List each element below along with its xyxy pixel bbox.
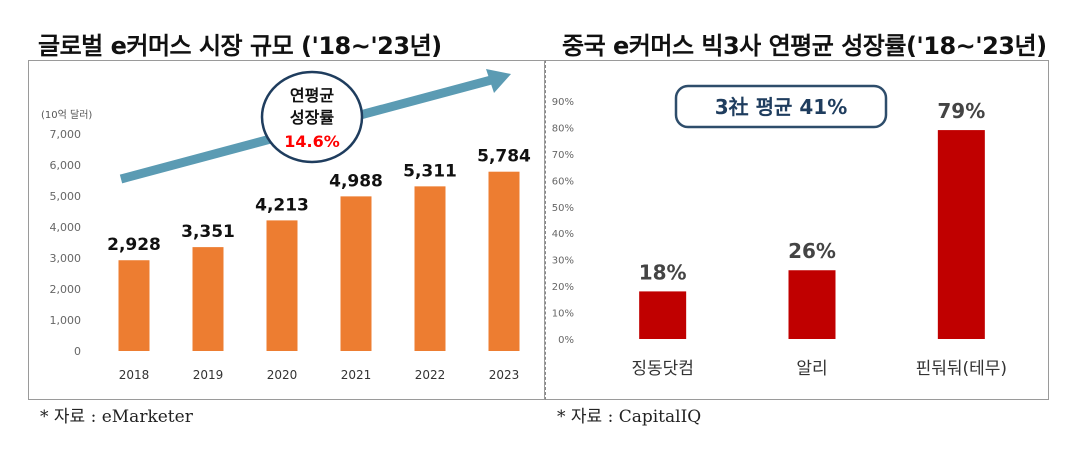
left-category-label: 2022 [415,368,446,382]
callout-line1: 연평균 [290,86,334,105]
left-bar-2022 [414,186,446,351]
left-category-label: 2019 [193,368,224,382]
left-category-label: 2021 [341,368,372,382]
right-y-tick-label: 50% [552,203,574,214]
right-data-label: 18% [639,260,687,284]
average-callout: 3社 평균 41% [674,84,888,129]
right-bars: 18% 징동닷컴 26% 알리 79% 핀둬둬(테무) [631,99,1007,379]
left-y-tick-label: 5,000 [50,190,82,203]
right-source-note: * 자료 : CapitalIQ [557,407,702,427]
right-y-tick-label: 10% [552,309,574,320]
left-source-note: * 자료 : eMarketer [40,407,193,427]
left-data-label: 2,928 [107,235,161,255]
right-bar-핀둬둬(테무) [937,130,985,339]
left-y-tick-label: 3,000 [50,252,82,265]
right-y-tick-label: 40% [552,229,574,240]
right-category-label: 알리 [796,359,827,379]
left-data-label: 4,988 [329,171,383,191]
left-bar-2021 [340,196,372,351]
left-category-label: 2023 [489,368,520,382]
left-y-tick-label: 6,000 [50,159,82,172]
left-bar-2023 [488,171,520,351]
left-y-tick-label: 7,000 [50,128,82,141]
right-y-tick-label: 60% [552,176,574,187]
right-bar-chart: 0% 10% 20% 30% 40% 50% 60% 70% 80% 90% 18% 징동닷컴 26%… [552,84,1007,379]
left-y-tick-label: 0 [74,345,81,358]
right-category-label: 징동닷컴 [631,359,694,379]
left-data-label: 5,311 [403,161,457,181]
left-data-label: 4,213 [255,195,309,215]
right-y-tick-label: 30% [552,256,574,267]
left-chart-title: 글로벌 e커머스 시장 규모 ('18~'23년) [38,32,442,60]
left-category-label: 2018 [119,368,150,382]
right-bar-징동닷컴 [639,291,687,339]
left-data-label: 3,351 [181,222,235,242]
right-data-label: 79% [937,99,985,123]
left-category-label: 2020 [267,368,298,382]
left-bar-chart: (10억 달러) 0 1,000 2,000 3,000 4,000 5,000 6,000… [41,69,531,382]
right-y-tick-label: 80% [552,123,574,134]
right-y-axis: 0% 10% 20% 30% 40% 50% 60% 70% 80% 90% [552,97,574,346]
left-bar-2019 [192,247,224,351]
right-y-tick-label: 70% [552,150,574,161]
left-y-tick-label: 1,000 [50,314,82,327]
left-bar-2020 [266,220,298,351]
left-y-tick-label: 4,000 [50,221,82,234]
growth-rate-callout: 연평균 성장률 14.6% [260,70,364,164]
left-y-tick-label: 2,000 [50,283,82,296]
right-category-label: 핀둬둬(테무) [916,359,1007,379]
left-unit-label: (10억 달러) [41,109,92,121]
average-callout-text: 3社 평균 41% [715,95,848,119]
left-bars: 2,928 2018 3,351 2019 4,213 2020 4,988 2021 5,31… [107,147,531,382]
right-data-label: 26% [788,239,836,263]
right-chart-title: 중국 e커머스 빅3사 연평균 성장률('18~'23년) [562,32,1047,60]
left-data-label: 5,784 [477,147,531,167]
right-bar-알리 [788,270,836,339]
right-y-tick-label: 0% [558,335,574,346]
left-chart-panel: (10억 달러) 0 1,000 2,000 3,000 4,000 5,000 6,000… [28,60,545,400]
left-y-axis: 0 1,000 2,000 3,000 4,000 5,000 6,000 7,000 [50,128,82,358]
right-chart-panel: 0% 10% 20% 30% 40% 50% 60% 70% 80% 90% 18% 징동닷컴 26%… [545,60,1049,400]
left-bar-2018 [118,260,150,351]
callout-line2: 성장률 [290,108,334,127]
right-y-tick-label: 20% [552,282,574,293]
right-y-tick-label: 90% [552,97,574,108]
callout-rate: 14.6% [284,132,340,151]
